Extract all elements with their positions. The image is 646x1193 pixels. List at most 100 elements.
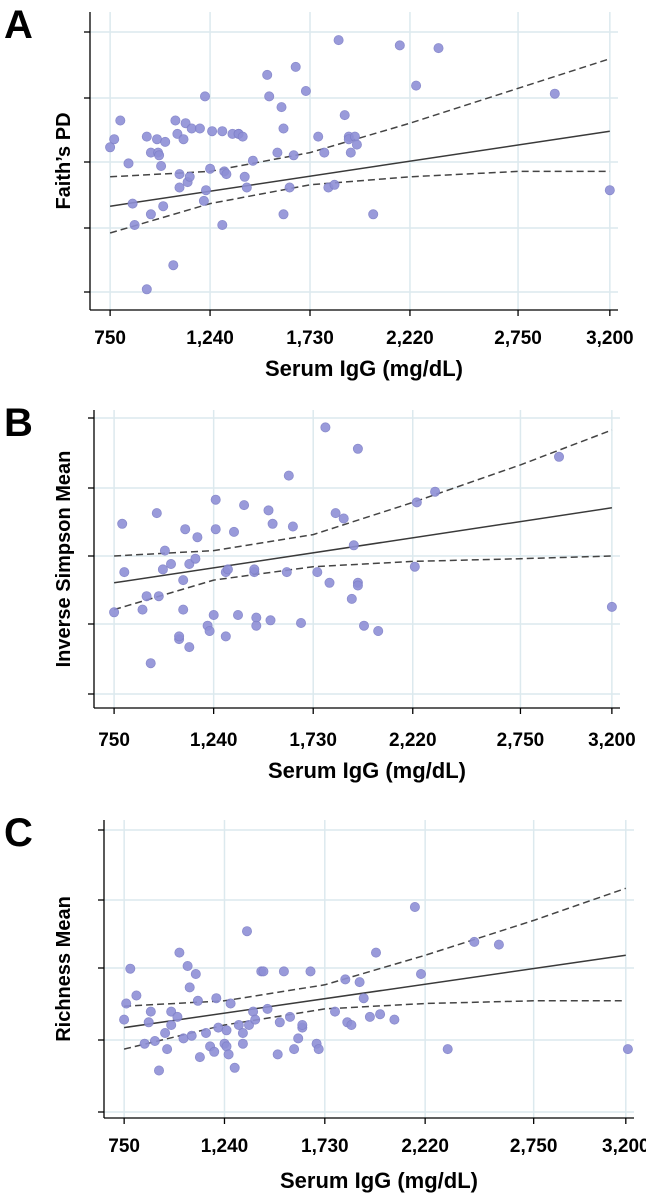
panel-a: 750 1,240 1,730 2,220 2,750 3,200 A Faith’s PD S… [4,3,634,381]
data-point [172,1011,183,1022]
x-axis-label: Serum IgG (mg/dL) [268,758,466,783]
x-tick-label: 750 [94,328,126,349]
data-point [160,136,171,147]
data-point [352,443,363,454]
data-point [354,977,365,988]
data-point [389,1014,400,1025]
data-point [265,615,276,626]
data-point [200,1028,211,1039]
x-tick-label: 2,220 [401,1136,449,1157]
data-point [346,1020,357,1031]
data-point [157,564,168,575]
data-point [264,91,275,102]
data-point [364,1011,375,1022]
data-point [123,158,134,169]
data-point [220,631,231,642]
data-point [272,1049,283,1060]
x-axis-label: Serum IgG (mg/dL) [265,356,463,381]
data-point [145,209,156,220]
data-point [192,532,203,543]
x-tick-label: 3,200 [586,328,634,349]
data-point [217,126,228,137]
data-point [469,936,480,947]
data-point [174,182,185,193]
ci-lower-line [109,170,610,234]
data-point [320,422,331,433]
data-point [199,91,210,102]
data-point [312,567,323,578]
panel-letter: C [4,811,33,855]
data-point [415,969,426,980]
data-point [159,545,170,556]
data-point [141,591,152,602]
fit-line [113,507,613,584]
data-point [278,966,289,977]
x-tick-label: 2,220 [386,328,434,349]
data-point [194,123,205,134]
data-point [200,185,211,196]
data-point [409,902,420,913]
data-point [351,139,362,150]
x-tick-label: 2,220 [389,730,437,751]
data-point [340,974,351,985]
data-point [375,1009,386,1020]
data-point [149,1036,160,1047]
data-point [119,1014,130,1025]
data-point [145,658,156,669]
x-axis-label: Serum IgG (mg/dL) [280,1168,478,1193]
data-point [346,593,357,604]
data-point [208,610,219,621]
data-point [319,147,330,158]
data-point [287,521,298,532]
data-point [186,1030,197,1041]
data-point [493,939,504,950]
data-point [141,131,152,142]
data-point [249,564,260,575]
data-point [178,1033,189,1044]
x-tick-label: 1,730 [301,1136,349,1157]
data-point [358,993,369,1004]
data-point [267,518,278,529]
data-point [178,134,189,145]
data-point [313,1044,324,1055]
data-point [394,40,405,51]
data-point [184,171,195,182]
ci-upper-line [124,887,627,1007]
data-point [352,580,363,591]
data-point [358,620,369,631]
x-tick-label: 1,240 [201,1136,249,1157]
data-point [125,963,136,974]
data-point [117,518,128,529]
data-point [300,86,311,97]
data-point [170,115,181,126]
data-point [338,513,349,524]
data-point [262,1003,273,1014]
x-tick-label: 1,240 [186,328,234,349]
data-point [131,990,142,1001]
data-point [129,219,140,230]
data-point [241,182,252,193]
data-point [411,80,422,91]
data-point [207,126,218,137]
data-point [190,969,201,980]
data-point [209,1046,220,1057]
x-tick-label: 750 [98,730,130,751]
data-point [158,201,169,212]
data-point [411,497,422,508]
data-point [241,926,252,937]
data-point [119,567,130,578]
ci-upper-line [114,429,613,557]
y-axis-label: Richness Mean [53,896,75,1042]
data-point [127,198,138,209]
x-tick-label: 1,730 [289,730,337,751]
data-point [168,260,179,271]
data-point [345,147,356,158]
data-point [211,993,222,1004]
data-point [192,995,203,1006]
ci-upper-line [110,58,611,178]
data-point [305,966,316,977]
data-point [348,540,359,551]
data-point [262,69,273,80]
data-point [370,947,381,958]
data-point [604,185,615,196]
